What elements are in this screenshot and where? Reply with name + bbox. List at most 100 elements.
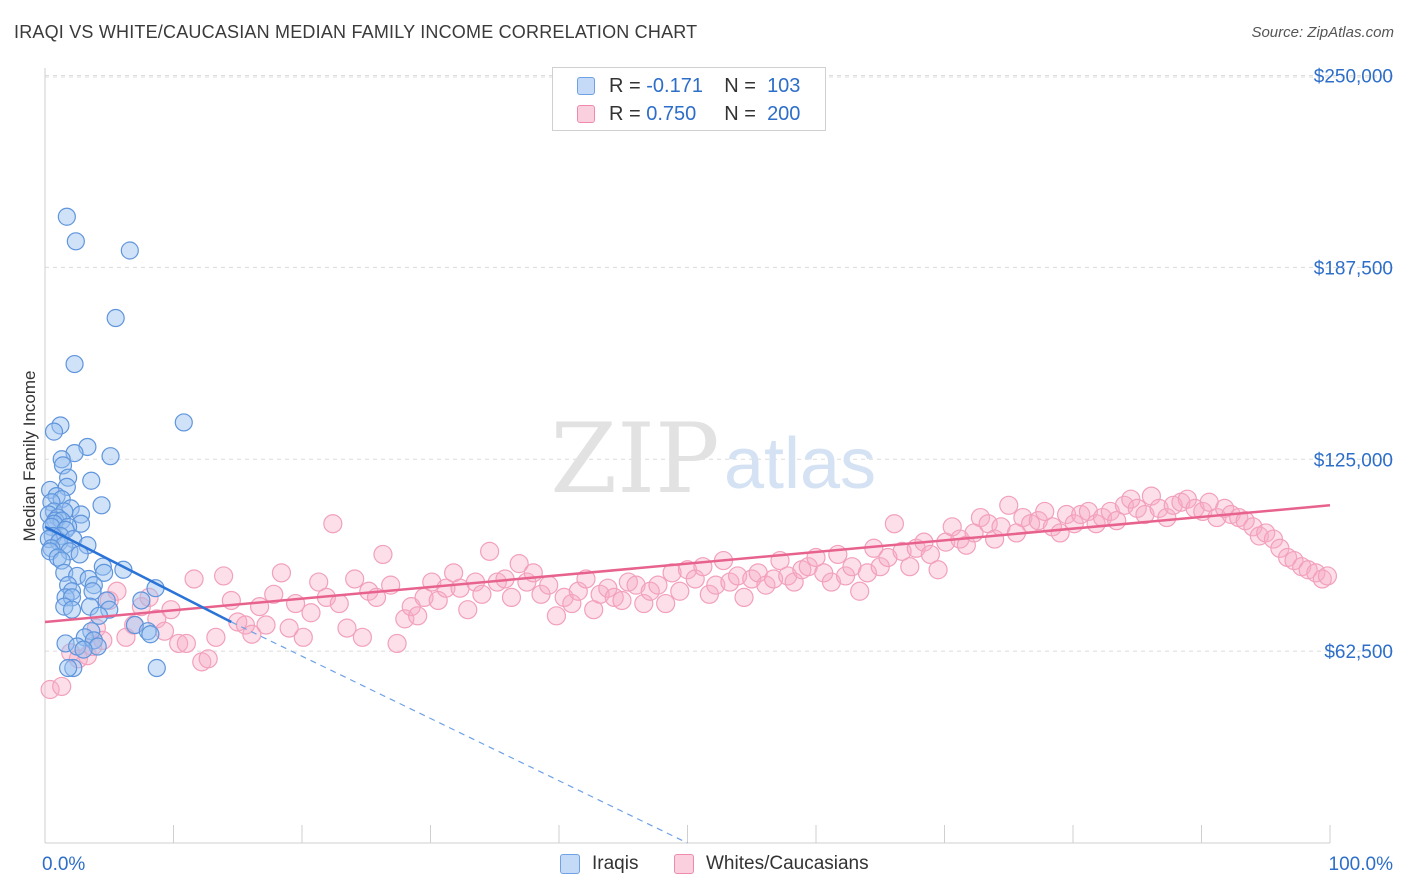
data-point-iraqis xyxy=(141,625,160,644)
data-point-iraqis xyxy=(65,354,84,374)
data-point-whites xyxy=(1284,550,1304,571)
data-point-whites xyxy=(706,575,726,595)
y-tick-label: $250,000 xyxy=(1314,67,1393,88)
data-point-iraqis xyxy=(100,600,119,619)
watermark-atlas: atlas xyxy=(724,424,876,504)
data-point-whites xyxy=(590,584,610,604)
legend-n-label: N = xyxy=(724,102,756,125)
data-point-whites xyxy=(373,544,393,565)
data-point-whites xyxy=(626,575,646,595)
watermark: ZIP atlas xyxy=(550,403,876,515)
legend-row-iraqis: R = -0.171 N = 103 xyxy=(577,73,800,99)
data-point-iraqis xyxy=(44,422,64,441)
data-point-whites xyxy=(1127,498,1147,518)
data-point-iraqis xyxy=(93,557,112,576)
data-point-whites xyxy=(301,603,321,623)
data-point-iraqis xyxy=(83,582,102,601)
bottom-legend-swatch-whites xyxy=(674,854,694,874)
legend-r-value-whites: 0.750 xyxy=(646,102,697,125)
data-point-iraqis xyxy=(59,468,78,487)
data-point-whites xyxy=(271,563,292,583)
data-point-iraqis xyxy=(71,505,91,524)
data-point-whites xyxy=(554,587,574,608)
data-point-whites xyxy=(1157,507,1177,528)
data-point-whites xyxy=(640,581,660,601)
data-point-whites xyxy=(198,649,218,669)
data-point-whites xyxy=(568,581,588,601)
data-point-whites xyxy=(458,600,478,620)
data-point-whites xyxy=(1141,486,1161,506)
legend-r-value-iraqis: -0.171 xyxy=(646,74,703,97)
data-point-whites xyxy=(693,557,713,577)
data-point-whites xyxy=(942,517,962,537)
data-point-iraqis xyxy=(70,545,89,564)
data-point-iraqis xyxy=(132,591,151,610)
data-point-whites xyxy=(1298,560,1318,580)
y-tick-label: $187,500 xyxy=(1314,258,1393,279)
data-point-whites xyxy=(337,618,357,638)
data-point-whites xyxy=(352,627,372,647)
legend-r-label: R = xyxy=(609,74,641,97)
data-point-whites xyxy=(242,624,262,644)
legend-swatch-iraqis xyxy=(577,77,595,95)
data-point-whites xyxy=(408,606,428,626)
data-point-whites xyxy=(756,575,776,595)
data-point-whites xyxy=(956,535,976,555)
legend-n-value-iraqis: 103 xyxy=(767,74,801,97)
data-point-whites xyxy=(214,566,234,586)
data-point-whites xyxy=(999,495,1019,515)
data-point-whites xyxy=(670,581,690,601)
data-point-iraqis xyxy=(120,241,139,260)
data-point-whites xyxy=(279,618,299,638)
data-point-iraqis xyxy=(95,563,114,582)
data-point-whites xyxy=(1135,504,1155,525)
data-point-whites xyxy=(480,541,500,561)
data-point-whites xyxy=(763,569,784,589)
data-point-whites xyxy=(539,575,559,595)
data-point-iraqis xyxy=(101,447,120,466)
bottom-legend-label-whites: Whites/Caucasians xyxy=(706,853,869,874)
data-point-whites xyxy=(387,633,407,654)
legend-row-whites: R = 0.750 N = 200 xyxy=(577,101,800,127)
y-tick-label: $62,500 xyxy=(1324,642,1393,663)
data-point-iraqis xyxy=(60,542,79,561)
data-point-whites xyxy=(634,593,654,614)
legend-n-value-whites: 200 xyxy=(767,102,801,125)
data-point-whites xyxy=(293,627,313,647)
data-point-whites xyxy=(1312,569,1332,589)
data-point-whites xyxy=(618,572,638,592)
data-point-whites xyxy=(920,544,940,565)
data-point-whites xyxy=(970,507,991,528)
data-point-whites xyxy=(309,572,329,592)
watermark-zip: ZIP xyxy=(550,403,719,515)
data-point-whites xyxy=(1078,501,1099,522)
x-tick-label-min: 0.0% xyxy=(42,854,85,875)
data-point-whites xyxy=(329,593,349,614)
data-point-whites xyxy=(52,676,72,697)
data-point-whites xyxy=(821,572,842,592)
legend-n-label: N = xyxy=(724,74,756,97)
legend-r-label: R = xyxy=(609,102,641,125)
chart-title: IRAQI VS WHITE/CAUCASIAN MEDIAN FAMILY I… xyxy=(14,22,698,42)
data-point-whites xyxy=(720,572,740,592)
data-point-whites xyxy=(345,569,365,589)
data-point-whites xyxy=(884,514,904,534)
data-point-whites xyxy=(878,547,898,568)
data-point-whites xyxy=(546,606,567,626)
data-point-whites xyxy=(509,554,529,574)
data-point-whites xyxy=(1035,501,1055,522)
data-point-iraqis xyxy=(42,539,61,558)
data-point-iraqis xyxy=(174,413,193,432)
data-point-whites xyxy=(1163,495,1183,515)
data-point-whites xyxy=(1256,523,1276,543)
data-point-iraqis xyxy=(66,232,85,251)
data-point-iraqis xyxy=(147,658,166,678)
data-point-whites xyxy=(612,590,632,611)
tick-labels: $62,500 $125,000 $187,500 $250,000 0.0% 100.0… xyxy=(42,67,1393,875)
bottom-legend-whites: Whites/Caucasians xyxy=(674,852,869,876)
data-point-whites xyxy=(1317,566,1338,586)
trend-line-iraqis-extension xyxy=(231,621,688,844)
data-point-iraqis xyxy=(56,634,75,653)
data-point-whites xyxy=(323,514,343,534)
y-tick-label: $125,000 xyxy=(1314,450,1393,471)
